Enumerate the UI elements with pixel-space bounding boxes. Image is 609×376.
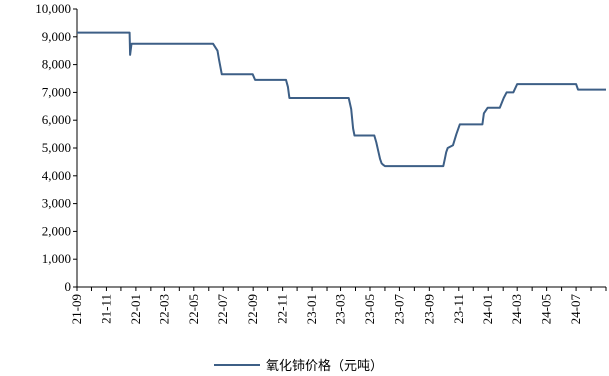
y-tick-label: 1,000 (42, 251, 71, 266)
x-tick-label: 22-09 (245, 294, 260, 324)
y-axis-tick-labels: 0 1,000 2,000 3,000 4,000 5,000 6,000 7,000 8,00… (35, 1, 71, 294)
x-axis-tick-labels: 21-09 21-11 22-01 22-03 22-05 22-07 22-09 22-11… (69, 294, 583, 325)
x-tick-label: 22-01 (128, 294, 143, 324)
legend: 氧化铈价格（元吨） (214, 358, 383, 374)
x-tick-label: 23-05 (362, 294, 377, 324)
y-tick-label: 4,000 (42, 168, 71, 183)
x-tick-label: 22-03 (156, 294, 171, 324)
x-tick-label: 22-05 (186, 294, 201, 324)
y-tick-label: 8,000 (42, 57, 71, 72)
x-tick-label: 24-05 (539, 294, 554, 324)
x-tick-label: 21-09 (69, 294, 84, 324)
x-tick-label: 23-11 (451, 294, 466, 324)
y-tick-label: 9,000 (42, 29, 71, 44)
y-tick-label: 3,000 (42, 196, 71, 211)
x-tick-label: 22-07 (215, 294, 230, 325)
x-tick-label: 24-01 (480, 294, 495, 324)
y-tick-label: 6,000 (42, 112, 71, 127)
series-line (77, 31, 606, 168)
y-tick-label: 7,000 (42, 84, 71, 99)
y-tick-label: 2,000 (42, 223, 71, 238)
x-tick-label: 23-09 (421, 294, 436, 324)
legend-label: 氧化铈价格（元吨） (266, 358, 383, 374)
series-group (77, 31, 606, 168)
y-tick-label: 10,000 (35, 1, 71, 16)
y-tick-label: 0 (65, 279, 72, 294)
x-tick-label: 24-03 (509, 294, 524, 324)
x-tick-label: 23-03 (333, 294, 348, 324)
y-tick-label: 5,000 (42, 140, 71, 155)
x-axis-ticks (76, 287, 607, 291)
x-tick-label: 23-01 (304, 294, 319, 324)
y-axis-ticks (73, 8, 77, 288)
x-tick-label: 22-11 (275, 294, 290, 324)
x-tick-label: 23-07 (391, 294, 406, 325)
x-tick-label: 24-07 (568, 294, 583, 325)
x-tick-label: 21-11 (98, 294, 113, 324)
